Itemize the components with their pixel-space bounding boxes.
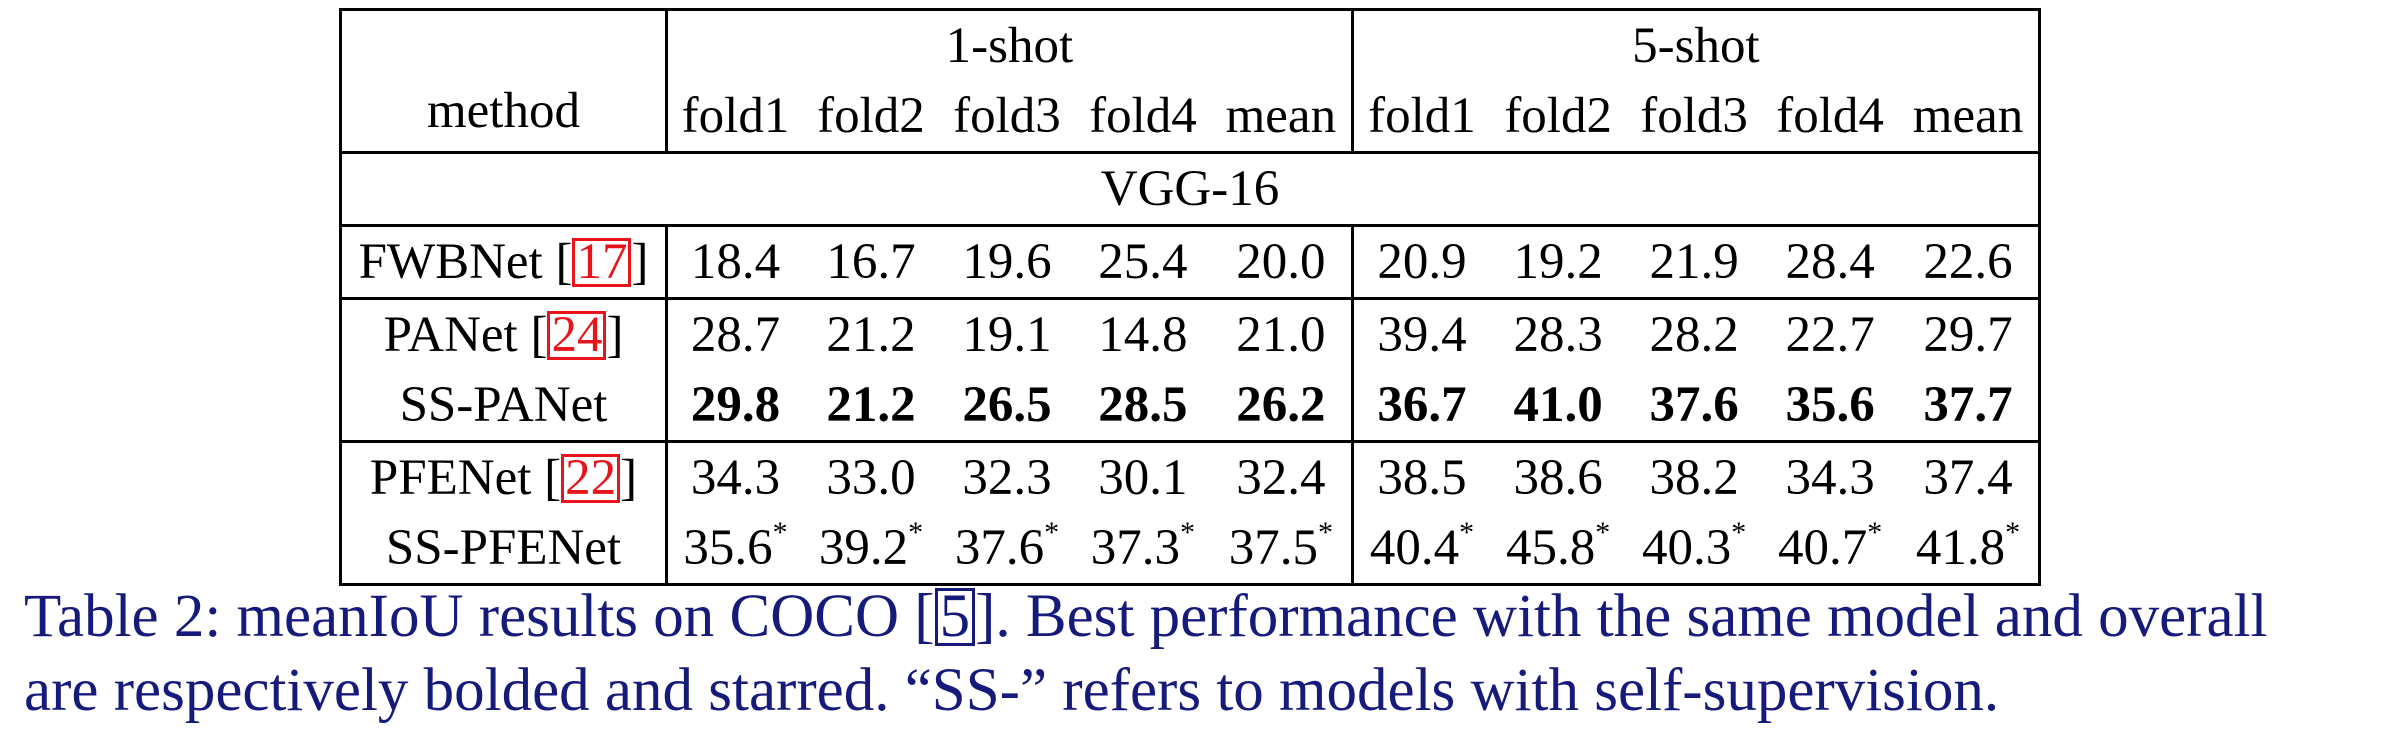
- table-cell: 37.5*: [1210, 513, 1354, 586]
- table-cell: 26.5: [962, 376, 1052, 433]
- table-cell: 21.2: [803, 297, 939, 370]
- section-label: VGG-16: [339, 151, 2041, 226]
- table-cell: 28.3: [1490, 297, 1627, 370]
- table-cell: 38.2: [1626, 440, 1763, 513]
- table-cell: 35.6*: [666, 513, 803, 586]
- col-header: fold1: [1368, 87, 1476, 144]
- col-header: fold4: [1089, 87, 1197, 144]
- table-row-ss-pfenet: SS-PFENet 35.6* 39.2* 37.6* 37.3* 37.5* …: [339, 513, 2042, 586]
- caption-line-2: are respectively bolded and starred. “SS…: [24, 657, 2000, 724]
- table-cell: 37.3*: [1074, 513, 1211, 586]
- table-row-panet: PANet [24] 28.7 21.2 19.1 14.8 21.0 39.4…: [339, 297, 2042, 370]
- table-cell: 37.6*: [938, 513, 1075, 586]
- citation-link[interactable]: 17: [572, 236, 632, 287]
- group-header-1shot: 1-shot: [666, 8, 1354, 81]
- method-name: SS-PFENet: [339, 513, 668, 586]
- col-header: fold3: [953, 87, 1061, 144]
- header-row-groups: method 1-shot 5-shot: [339, 8, 2042, 153]
- header-row-folds: fold1 fold2 fold3 fold4 mean fold1 fold2…: [341, 81, 2042, 153]
- table-cell: 41.0: [1513, 376, 1603, 433]
- table-cell: 41.8*: [1898, 513, 2042, 586]
- table-cell: 40.3*: [1626, 513, 1763, 586]
- table-cell: 28.5: [1098, 376, 1188, 433]
- table-cell: 37.4: [1898, 440, 2042, 513]
- table-cell: 39.4: [1352, 297, 1491, 370]
- table-cell: 14.8: [1074, 297, 1211, 370]
- col-header: fold4: [1776, 87, 1884, 144]
- table-row-ss-panet: SS-PANet 29.8 21.2 26.5 28.5 26.2 36.7 4…: [339, 370, 2042, 442]
- col-header: mean: [1898, 81, 2042, 153]
- table-cell: 21.2: [826, 376, 916, 433]
- table-cell: 28.4: [1762, 224, 1899, 299]
- table-cell: 35.6: [1785, 376, 1875, 433]
- table-cell: 37.6: [1649, 376, 1739, 433]
- table-cell: 36.7: [1377, 376, 1467, 433]
- method-header: method: [339, 8, 668, 153]
- table-row-fwbnet: FWBNet [17] 18.4 16.7 19.6 25.4 20.0 20.…: [339, 224, 2042, 299]
- citation-link[interactable]: 22: [561, 452, 621, 503]
- table-cell: 38.5: [1352, 440, 1491, 513]
- table-cell: 21.0: [1210, 297, 1354, 370]
- caption-line-1: Table 2: meanIoU results on COCO [5]. Be…: [24, 583, 2268, 650]
- table-cell: 19.2: [1490, 224, 1627, 299]
- col-header: fold3: [1640, 87, 1748, 144]
- results-table: method 1-shot 5-shot fold1 fold2 fold3 f…: [339, 8, 2042, 586]
- table-caption: Table 2: meanIoU results on COCO [5]. Be…: [24, 580, 2394, 728]
- table-cell: 30.1: [1074, 440, 1211, 513]
- method-name: FWBNet [17]: [339, 224, 668, 299]
- citation-link[interactable]: 5: [934, 586, 976, 647]
- table-cell: 28.2: [1626, 297, 1763, 370]
- table-cell: 32.3: [938, 440, 1075, 513]
- section-row: VGG-16: [339, 151, 2041, 226]
- table-cell: 21.9: [1626, 224, 1763, 299]
- table-cell: 16.7: [803, 224, 939, 299]
- table-cell: 38.6: [1490, 440, 1627, 513]
- table-cell: 32.4: [1210, 440, 1354, 513]
- table-cell: 22.6: [1898, 224, 2042, 299]
- method-name: SS-PANet: [339, 370, 668, 442]
- method-name: PFENet [22]: [339, 440, 668, 513]
- col-header: mean: [1210, 81, 1354, 153]
- table-cell: 20.9: [1352, 224, 1491, 299]
- table-cell: 40.7*: [1762, 513, 1899, 586]
- table-cell: 26.2: [1210, 370, 1354, 442]
- table-cell: 22.7: [1762, 297, 1899, 370]
- table-cell: 18.4: [666, 224, 803, 299]
- table-cell: 45.8*: [1490, 513, 1627, 586]
- group-header-5shot: 5-shot: [1352, 8, 2042, 81]
- table-cell: 39.2*: [803, 513, 939, 586]
- table-cell: 19.1: [938, 297, 1075, 370]
- table-cell: 33.0: [803, 440, 939, 513]
- table-cell: 25.4: [1074, 224, 1211, 299]
- table-cell: 29.7: [1898, 297, 2042, 370]
- col-header: fold2: [817, 87, 925, 144]
- table-cell: 19.6: [938, 224, 1075, 299]
- col-header: fold1: [681, 87, 790, 144]
- table-cell: 34.3: [1762, 440, 1899, 513]
- table-row-pfenet: PFENet [22] 34.3 33.0 32.3 30.1 32.4 38.…: [339, 440, 2042, 513]
- method-name: PANet [24]: [339, 297, 668, 370]
- table-cell: 34.3: [666, 440, 803, 513]
- table-cell: 28.7: [666, 297, 803, 370]
- col-header: fold2: [1504, 87, 1612, 144]
- table-cell: 20.0: [1210, 224, 1354, 299]
- table-cell: 37.7: [1898, 370, 2042, 442]
- table-cell: 40.4*: [1352, 513, 1491, 586]
- citation-link[interactable]: 24: [547, 309, 607, 360]
- table-cell: 29.8: [690, 376, 781, 433]
